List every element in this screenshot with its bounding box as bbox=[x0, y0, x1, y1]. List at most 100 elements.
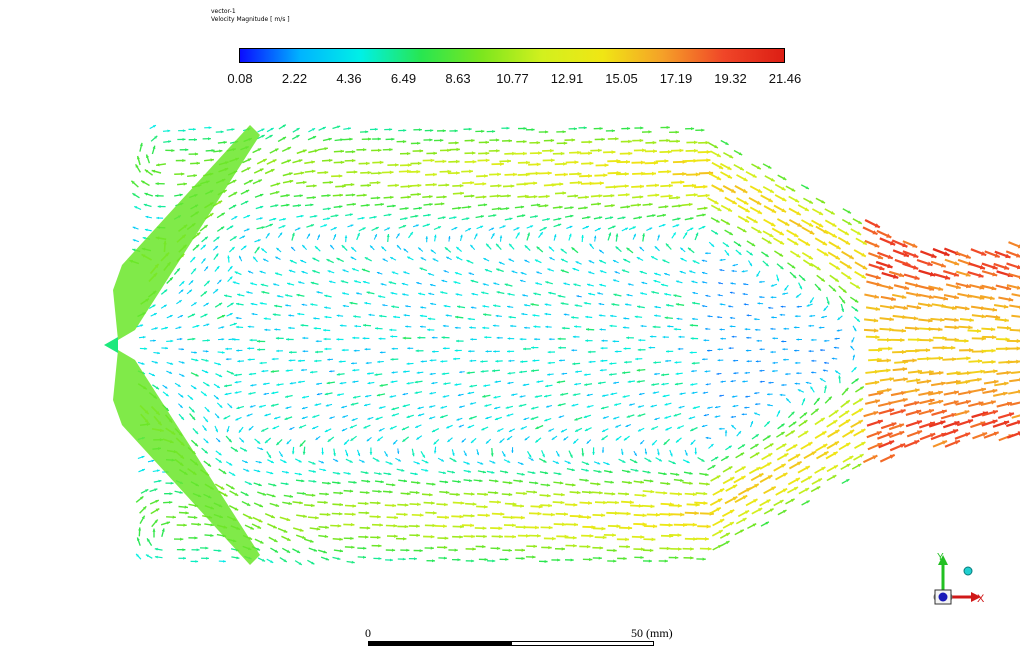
velocity-vector-arrowhead bbox=[811, 451, 816, 456]
velocity-vector-arrowhead bbox=[716, 475, 721, 479]
velocity-vector-arrowhead bbox=[471, 138, 475, 143]
velocity-vector-arrowhead bbox=[904, 285, 909, 290]
velocity-vector-arrowhead bbox=[366, 161, 370, 166]
velocity-vector-arrowhead bbox=[636, 368, 640, 372]
velocity-vector-arrowhead bbox=[938, 356, 943, 361]
velocity-vector-arrowhead bbox=[548, 338, 552, 341]
velocity-vector-arrowhead bbox=[615, 500, 619, 505]
velocity-vector-arrowhead bbox=[246, 414, 250, 417]
velocity-vector-arrowhead bbox=[357, 453, 361, 457]
velocity-vector-arrowhead bbox=[841, 308, 844, 312]
velocity-vector-arrowhead bbox=[206, 280, 210, 284]
velocity-vector-arrowhead bbox=[312, 470, 316, 473]
velocity-vector-arrowhead bbox=[301, 303, 305, 306]
velocity-vector-arrowhead bbox=[377, 535, 381, 540]
velocity-vector-arrowhead bbox=[493, 214, 497, 217]
velocity-vector-arrowhead bbox=[809, 200, 813, 204]
velocity-vector-arrowhead bbox=[611, 204, 615, 208]
velocity-vector-arrowhead bbox=[597, 462, 601, 465]
velocity-vector-arrowhead bbox=[847, 210, 851, 214]
velocity-vector-arrowhead bbox=[310, 281, 314, 285]
velocity-vector-arrowhead bbox=[454, 272, 458, 275]
velocity-vector-arrowhead bbox=[557, 294, 561, 298]
velocity-vector-arrowhead bbox=[900, 338, 905, 343]
velocity-vector-arrowhead bbox=[195, 560, 199, 563]
velocity-vector-arrowhead bbox=[857, 464, 862, 468]
velocity-vector-arrowhead bbox=[218, 362, 221, 366]
velocity-vector-arrowhead bbox=[236, 556, 240, 560]
velocity-vector-arrowhead bbox=[312, 257, 316, 261]
velocity-vector-arrowhead bbox=[283, 218, 286, 221]
axis-triad[interactable]: Y X bbox=[925, 550, 995, 620]
velocity-vector-arrowhead bbox=[270, 460, 274, 463]
velocity-vector-arrowhead bbox=[179, 193, 183, 197]
velocity-vector-arrowhead bbox=[279, 232, 283, 236]
velocity-vector-arrowhead bbox=[311, 561, 315, 565]
velocity-vector-arrowhead bbox=[206, 323, 210, 326]
velocity-vector-arrowhead bbox=[640, 535, 645, 539]
velocity-vector-arrowhead bbox=[220, 226, 225, 230]
velocity-vector-arrowhead bbox=[597, 202, 601, 206]
velocity-vector-arrowhead bbox=[559, 359, 562, 362]
legend-tick-label: 4.36 bbox=[336, 71, 362, 86]
velocity-vector-arrowhead bbox=[968, 325, 973, 330]
velocity-vector-arrowhead bbox=[378, 544, 382, 548]
velocity-vector-arrowhead bbox=[389, 128, 393, 131]
velocity-vector-arrowhead bbox=[780, 305, 783, 308]
velocity-vector-arrowhead bbox=[264, 413, 268, 417]
velocity-vector-arrowhead bbox=[524, 259, 527, 262]
velocity-vector-arrowhead bbox=[744, 371, 747, 374]
nozzle-wall bbox=[113, 350, 260, 565]
velocity-vector-arrowhead bbox=[548, 429, 552, 432]
velocity-vector-arrowhead bbox=[569, 225, 573, 229]
velocity-vector-arrowhead bbox=[550, 158, 555, 163]
velocity-vector-arrowhead bbox=[942, 440, 947, 445]
velocity-vector-arrowhead bbox=[419, 549, 423, 553]
velocity-vector-arrowhead bbox=[692, 406, 696, 409]
velocity-vector-arrowhead bbox=[220, 486, 225, 490]
velocity-vector-arrowhead bbox=[858, 220, 862, 224]
velocity-vector-arrowhead bbox=[291, 232, 295, 236]
velocity-vector-arrowhead bbox=[560, 393, 564, 396]
velocity-vector-arrowhead bbox=[233, 322, 237, 326]
velocity-vector-arrowhead bbox=[141, 469, 145, 472]
velocity-vector-arrowhead bbox=[874, 380, 880, 385]
velocity-vector-arrowhead bbox=[196, 161, 200, 165]
velocity-vector-arrowhead bbox=[889, 317, 894, 322]
velocity-vector-arrowhead bbox=[443, 382, 447, 385]
velocity-vector-arrowhead bbox=[556, 461, 559, 464]
velocity-vector-arrowhead bbox=[391, 271, 395, 274]
velocity-vector-arrowhead bbox=[640, 547, 645, 551]
velocity-vector-arrowhead bbox=[389, 148, 393, 152]
velocity-vector-arrowhead bbox=[652, 214, 656, 218]
velocity-vector-arrowhead bbox=[189, 289, 192, 293]
velocity-vector-arrowhead bbox=[889, 327, 894, 332]
velocity-vector-arrowhead bbox=[648, 130, 652, 134]
velocity-vector-arrowhead bbox=[429, 359, 433, 362]
velocity-vector-arrowhead bbox=[913, 253, 919, 258]
velocity-vector-arrowhead bbox=[702, 271, 705, 275]
velocity-vector-arrowhead bbox=[506, 414, 510, 417]
velocity-vector-arrowhead bbox=[223, 493, 228, 497]
velocity-vector-arrowhead bbox=[366, 526, 371, 530]
velocity-vector-arrowhead bbox=[674, 382, 678, 386]
velocity-vector-arrowhead bbox=[206, 350, 209, 353]
velocity-vector-arrowhead bbox=[446, 425, 450, 429]
velocity-vector-arrowhead bbox=[992, 335, 997, 340]
velocity-vector-arrowhead bbox=[586, 462, 590, 465]
velocity-vector-arrowhead bbox=[241, 439, 244, 443]
velocity-vector-arrowhead bbox=[690, 217, 694, 220]
velocity-vector-arrowhead bbox=[694, 148, 698, 153]
velocity-vector-arrowhead bbox=[234, 492, 239, 496]
velocity-vector-arrowhead bbox=[324, 429, 328, 432]
velocity-vector-arrowhead bbox=[415, 349, 419, 353]
velocity-vector-arrowhead bbox=[538, 151, 542, 155]
velocity-vector-arrowhead bbox=[755, 360, 759, 363]
velocity-vector-arrowhead bbox=[512, 534, 516, 539]
velocity-vector-arrowhead bbox=[263, 392, 267, 395]
velocity-vector-arrowhead bbox=[966, 356, 971, 361]
velocity-vector-arrowhead bbox=[154, 488, 158, 492]
velocity-vector-arrowhead bbox=[328, 137, 332, 141]
velocity-vector-arrowhead bbox=[703, 184, 708, 189]
